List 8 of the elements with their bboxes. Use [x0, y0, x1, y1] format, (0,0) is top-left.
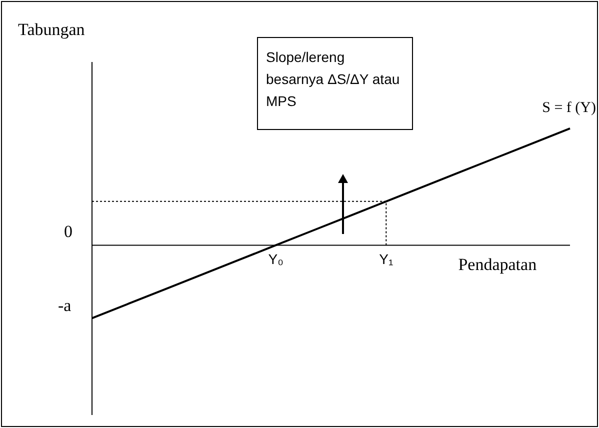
text: Tabungan: [18, 20, 85, 40]
series-label: S = f (Y): [542, 100, 596, 118]
text: -a: [58, 296, 72, 316]
x-tick-label: Y₁: [378, 251, 394, 268]
text: Slope/lereng besarnya ΔS/ΔY atau MPS: [257, 37, 413, 130]
text: 0: [64, 222, 72, 242]
x-axis-title: Pendapatan: [458, 255, 537, 276]
x-tick-label: Y₀: [267, 251, 284, 268]
